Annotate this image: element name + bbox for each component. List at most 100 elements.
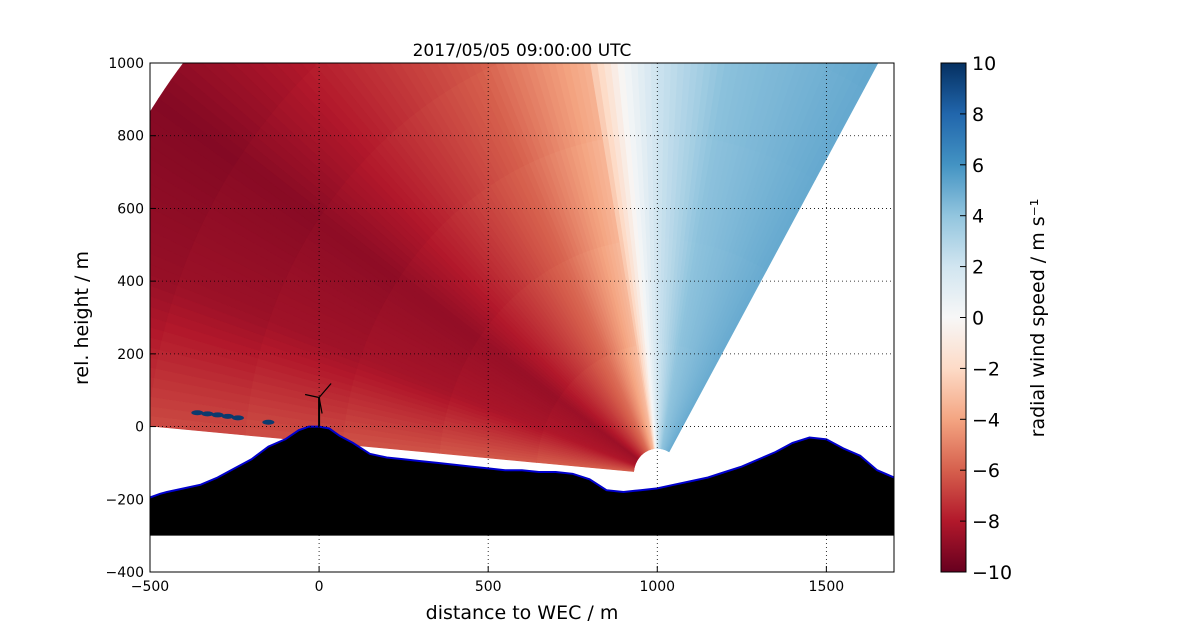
field-cell bbox=[689, 63, 705, 137]
field-cell bbox=[595, 0, 614, 32]
field-cell bbox=[582, 63, 603, 141]
field-cell bbox=[150, 357, 158, 370]
field-cell bbox=[728, 63, 753, 145]
field-cell bbox=[569, 0, 593, 36]
x-tick-label: 500 bbox=[475, 579, 502, 595]
field-cell bbox=[478, 63, 490, 72]
field-cell bbox=[150, 406, 247, 428]
field-cell bbox=[738, 63, 768, 148]
field-cell bbox=[630, 63, 642, 136]
field-cell bbox=[287, 63, 310, 79]
field-cell bbox=[453, 63, 470, 82]
field-cell bbox=[150, 337, 162, 351]
field-cell bbox=[743, 0, 772, 41]
field-cell bbox=[775, 63, 820, 162]
colorbar-tick-label: 0 bbox=[972, 308, 984, 330]
field-cell bbox=[708, 0, 729, 33]
field-cell bbox=[150, 327, 164, 342]
field-cell bbox=[150, 132, 225, 192]
field-cell bbox=[274, 63, 303, 86]
field-cell bbox=[792, 0, 832, 56]
x-tick-label: 1000 bbox=[639, 579, 675, 595]
field-cell bbox=[486, 63, 496, 68]
field-cell bbox=[770, 63, 813, 159]
colorbar: 10 8 6 4 2 0 −2 −4 −6 −8 −10 radial wind speed / m… bbox=[940, 53, 1049, 584]
field-cell bbox=[631, 0, 643, 30]
field-cell bbox=[525, 0, 557, 44]
field-cell bbox=[838, 63, 853, 78]
clutter-point bbox=[262, 419, 275, 425]
field-cell bbox=[613, 0, 629, 31]
field-cell bbox=[799, 0, 841, 59]
field-cell bbox=[312, 63, 319, 66]
field-cell bbox=[150, 377, 155, 389]
field-cell bbox=[150, 230, 191, 260]
field-cell bbox=[150, 416, 247, 436]
field-cell bbox=[678, 63, 691, 136]
field-cell bbox=[436, 63, 458, 90]
field-cell bbox=[150, 183, 207, 225]
field-cell bbox=[335, 0, 394, 8]
y-tick-label: 200 bbox=[117, 347, 144, 363]
field-cell bbox=[650, 63, 658, 135]
field-cell bbox=[408, 63, 439, 102]
field-cell bbox=[806, 0, 849, 62]
field-cell bbox=[336, 63, 398, 134]
field-cell bbox=[648, 0, 657, 29]
field-cell bbox=[785, 0, 824, 53]
colorbar-tick-label: −10 bbox=[972, 562, 1012, 584]
field-cell bbox=[324, 63, 392, 139]
colorbar-tick-label: 10 bbox=[972, 53, 996, 75]
chart-title: 2017/05/05 09:00:00 UTC bbox=[413, 41, 632, 61]
wind-field bbox=[150, 0, 879, 472]
field-cell bbox=[150, 406, 151, 409]
field-cell bbox=[715, 0, 737, 35]
x-axis-label: distance to WEC / m bbox=[426, 602, 619, 624]
field-cell bbox=[516, 0, 550, 46]
field-cell bbox=[150, 367, 156, 379]
y-tick-label: 400 bbox=[117, 274, 144, 290]
field-cell bbox=[586, 0, 607, 33]
field-cell bbox=[540, 63, 571, 150]
colorbar-tick-label: −4 bbox=[972, 409, 1000, 431]
field-cell bbox=[672, 0, 684, 30]
field-cell bbox=[771, 0, 806, 49]
field-cell bbox=[818, 63, 828, 68]
field-cell bbox=[150, 285, 175, 305]
field-cell bbox=[399, 63, 433, 106]
field-cell bbox=[711, 63, 732, 141]
field-cell bbox=[636, 63, 647, 135]
field-cell bbox=[283, 0, 350, 41]
field-cell bbox=[656, 63, 665, 135]
wind-turbine bbox=[304, 383, 332, 427]
x-tick-label: −500 bbox=[131, 579, 169, 595]
colorbar-tick-label: 8 bbox=[972, 104, 984, 126]
field-cell bbox=[575, 63, 598, 142]
field-cell bbox=[577, 0, 599, 35]
field-cell bbox=[266, 0, 336, 53]
field-cell bbox=[603, 63, 620, 138]
terrain bbox=[150, 425, 894, 536]
field-cell bbox=[379, 63, 421, 115]
field-cell bbox=[217, 63, 278, 114]
plot-frame bbox=[149, 62, 895, 573]
field-cell bbox=[722, 0, 746, 36]
field-cell bbox=[729, 0, 755, 37]
field-cell bbox=[547, 63, 576, 148]
field-cell bbox=[150, 145, 220, 200]
field-cell bbox=[510, 63, 550, 157]
field-cell bbox=[814, 63, 820, 65]
field-cell bbox=[150, 207, 199, 243]
field-cell bbox=[150, 387, 153, 398]
field-cell bbox=[736, 0, 763, 39]
field-cell bbox=[150, 171, 211, 217]
field-cell bbox=[825, 63, 836, 72]
y-tick-label: 800 bbox=[117, 129, 144, 145]
field-cell bbox=[261, 63, 297, 93]
field-cell bbox=[445, 63, 464, 86]
y-tick-label: 0 bbox=[135, 420, 144, 436]
field-cell bbox=[589, 63, 609, 140]
field-cell bbox=[686, 0, 702, 31]
field-cell bbox=[247, 63, 290, 100]
field-cell bbox=[184, 63, 267, 129]
